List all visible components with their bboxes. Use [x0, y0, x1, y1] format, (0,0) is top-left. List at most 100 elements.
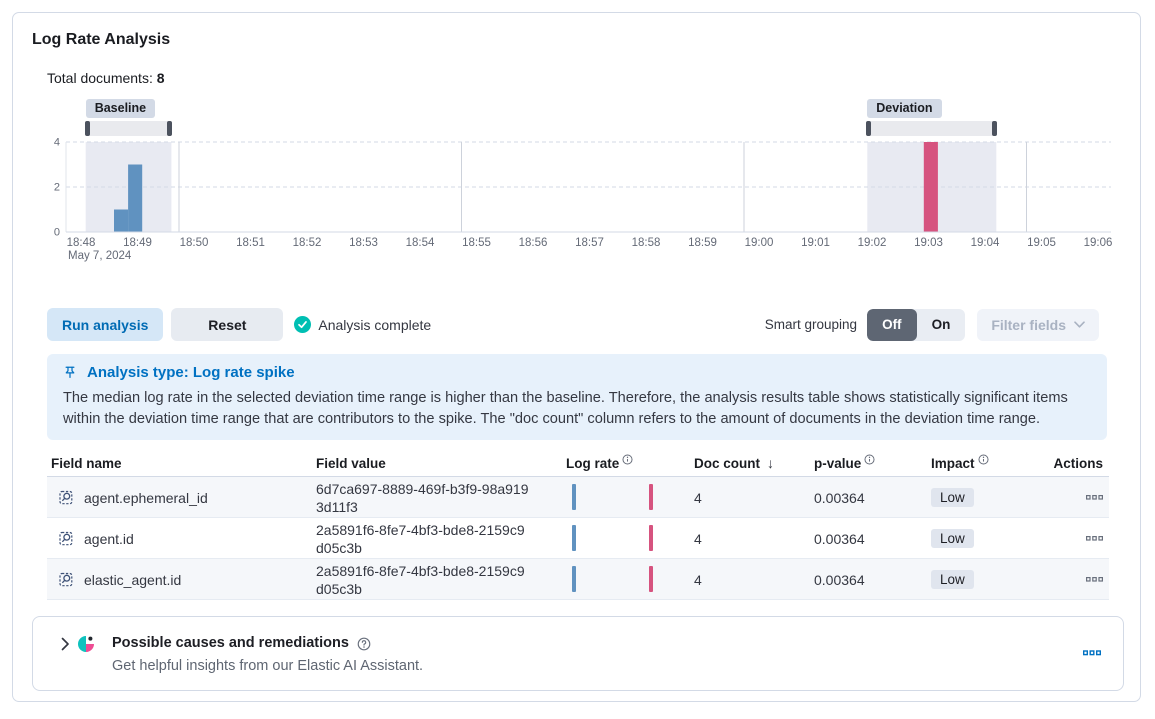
impact-badge: Low — [931, 570, 974, 589]
run-analysis-button[interactable]: Run analysis — [47, 308, 164, 341]
field-search-icon[interactable] — [59, 531, 75, 547]
smart-grouping-off-button[interactable]: Off — [867, 308, 917, 341]
column-header-field-name[interactable]: Field name — [51, 456, 122, 471]
total-documents-value: 8 — [156, 70, 165, 86]
field-value-cell: 2a5891f6-8fe7-4bf3-bde8-2159c9d05c3b — [316, 562, 525, 597]
svg-text:18:55: 18:55 — [462, 237, 491, 249]
svg-text:19:02: 19:02 — [858, 237, 887, 249]
doc-count-cell: 4 — [694, 571, 702, 588]
smart-grouping-label: Smart grouping — [764, 317, 858, 332]
svg-text:19:06: 19:06 — [1084, 237, 1113, 249]
deviation-badge: Deviation — [867, 99, 942, 118]
baseline-badge: Baseline — [85, 99, 156, 118]
info-icon[interactable] — [622, 454, 633, 465]
svg-text:18:50: 18:50 — [180, 237, 209, 249]
field-search-icon[interactable] — [59, 490, 75, 506]
column-header-actions: Actions — [1053, 456, 1103, 471]
svg-text:18:54: 18:54 — [406, 237, 435, 249]
svg-text:18:48: 18:48 — [67, 237, 96, 249]
info-icon[interactable] — [864, 454, 875, 465]
info-icon[interactable] — [977, 454, 989, 465]
field-name-cell: agent.id — [47, 531, 316, 547]
deviation-brush[interactable] — [866, 121, 998, 136]
svg-text:19:04: 19:04 — [971, 237, 1000, 249]
total-documents: Total documents: 8 — [47, 70, 1121, 86]
sparkline-baseline-bar — [572, 484, 576, 510]
deviation-brush-left-handle[interactable] — [866, 121, 872, 136]
field-name: agent.ephemeral_id — [84, 489, 208, 506]
possible-causes-subtitle: Get helpful insights from our Elastic AI… — [112, 658, 424, 674]
check-circle-icon — [294, 316, 312, 333]
possible-causes-text: Possible causes and remediations Get hel… — [112, 634, 423, 676]
possible-causes-title: Possible causes and remediations — [112, 635, 349, 651]
sparkline-baseline-bar — [572, 525, 576, 551]
column-header-log-rate[interactable]: Log rate — [566, 454, 694, 471]
smart-grouping-on-button[interactable]: On — [917, 309, 966, 341]
svg-text:18:59: 18:59 — [688, 237, 717, 249]
deviation-brush-right-handle[interactable] — [992, 121, 998, 136]
p-value-cell: 0.00364 — [814, 571, 865, 588]
help-icon[interactable] — [357, 637, 371, 651]
callout-title-row: Analysis type: Log rate spike — [63, 363, 1091, 382]
row-actions-icon[interactable] — [1086, 532, 1103, 545]
callout-body: The median log rate in the selected devi… — [63, 390, 1068, 427]
table-row: elastic_agent.id 2a5891f6-8fe7-4bf3-bde8-… — [47, 559, 1109, 600]
histogram-plot: 0 2 4 18:48 18:49 18:50 18:51 18:52 18:53 18:54 18… — [54, 137, 1113, 262]
sparkline-deviation-bar — [649, 525, 653, 551]
baseline-brush-right-handle[interactable] — [167, 121, 173, 136]
field-value-cell: 6d7ca697-8889-469f-b3f9-98a9193d11f3 — [316, 480, 529, 515]
analysis-toolbar: Run analysis Reset Analysis complete Sma… — [47, 308, 1121, 341]
column-header-doc-count[interactable]: Doc count ↓ — [694, 455, 774, 471]
possible-causes-panel: Possible causes and remediations Get hel… — [32, 616, 1124, 691]
field-value-cell: 2a5891f6-8fe7-4bf3-bde8-2159c9d05c3b — [316, 521, 525, 556]
analysis-results-table: Field name Field value Log rate Doc coun… — [47, 453, 1109, 600]
row-actions-icon[interactable] — [1086, 573, 1103, 586]
elastic-ai-assistant-icon — [78, 636, 94, 652]
analysis-type-callout: Analysis type: Log rate spike The median… — [47, 354, 1107, 440]
log-rate-sparkline — [566, 518, 694, 559]
sort-descending-icon[interactable]: ↓ — [767, 455, 774, 471]
svg-text:May 7, 2024: May 7, 2024 — [68, 250, 132, 262]
toolbar-right: Smart grouping Off On Filter fields — [764, 308, 1121, 341]
table-header-row: Field name Field value Log rate Doc coun… — [47, 453, 1109, 477]
chevron-down-icon — [1074, 321, 1085, 328]
svg-text:18:56: 18:56 — [519, 237, 548, 249]
analysis-status: Analysis complete — [294, 316, 431, 333]
field-search-icon[interactable] — [59, 572, 75, 588]
analysis-status-label: Analysis complete — [318, 316, 432, 333]
chevron-right-icon[interactable] — [57, 636, 73, 652]
table-row: agent.id 2a5891f6-8fe7-4bf3-bde8-2159c9d0… — [47, 518, 1109, 559]
baseline-brush[interactable] — [84, 121, 173, 136]
document-count-chart: Baseline Deviation 0 2 4 18:48 18:49 18:50 18:51… — [32, 99, 1121, 267]
callout-title: Analysis type: Log rate spike — [87, 364, 295, 381]
log-rate-sparkline — [566, 559, 694, 600]
svg-text:19:00: 19:00 — [745, 237, 774, 249]
log-rate-sparkline — [566, 477, 694, 518]
impact-cell: Low — [931, 488, 1051, 507]
svg-text:19:01: 19:01 — [801, 237, 830, 249]
row-actions-icon[interactable] — [1086, 491, 1103, 504]
filter-fields-button[interactable]: Filter fields — [977, 308, 1099, 341]
log-rate-analysis-panel: Log Rate Analysis Total documents: 8 Bas… — [12, 12, 1141, 702]
svg-text:19:03: 19:03 — [914, 237, 943, 249]
sparkline-deviation-bar — [649, 484, 653, 510]
column-header-impact[interactable]: Impact — [931, 454, 1051, 471]
svg-text:18:57: 18:57 — [575, 237, 604, 249]
svg-text:18:58: 18:58 — [632, 237, 661, 249]
sparkline-baseline-bar — [572, 566, 576, 592]
pin-icon — [65, 366, 75, 379]
p-value-cell: 0.00364 — [814, 489, 865, 506]
doc-count-cell: 4 — [694, 530, 702, 547]
filter-fields-label: Filter fields — [991, 316, 1066, 333]
total-documents-label: Total documents: — [47, 70, 153, 86]
column-header-field-value[interactable]: Field value — [316, 456, 386, 471]
svg-text:18:53: 18:53 — [349, 237, 378, 249]
svg-text:4: 4 — [54, 137, 60, 149]
field-name-cell: elastic_agent.id — [47, 572, 316, 588]
impact-badge: Low — [931, 488, 974, 507]
baseline-brush-left-handle[interactable] — [84, 121, 90, 136]
reset-button[interactable]: Reset — [171, 308, 284, 341]
boxes-horizontal-icon[interactable] — [1083, 646, 1101, 660]
column-header-p-value[interactable]: p-value — [814, 454, 931, 471]
actions-cell — [1051, 532, 1109, 545]
